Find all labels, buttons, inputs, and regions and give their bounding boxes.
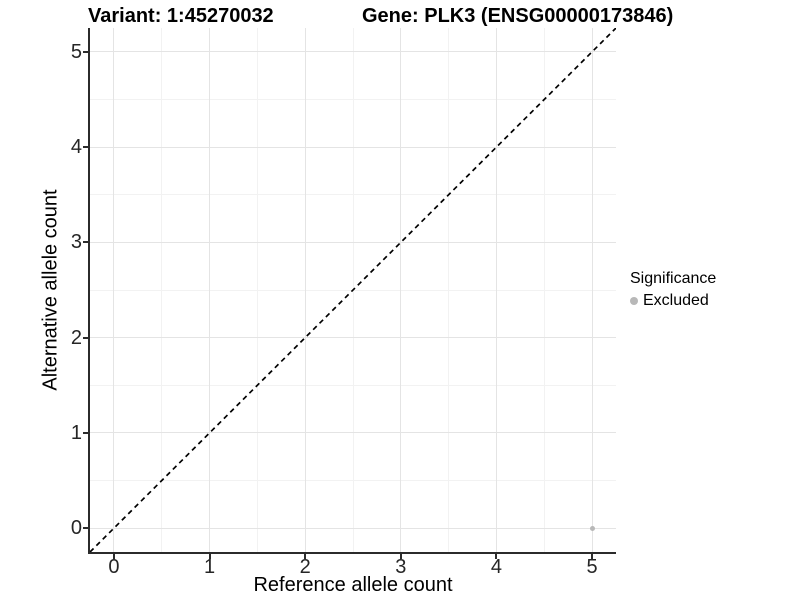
x-major-gridline bbox=[591, 28, 593, 552]
legend: Significance Excluded bbox=[630, 270, 716, 310]
x-tick bbox=[208, 554, 211, 559]
y-minor-gridline bbox=[90, 384, 616, 386]
x-tick bbox=[304, 554, 307, 559]
x-tick-label: 1 bbox=[203, 556, 216, 578]
y-minor-gridline bbox=[90, 480, 616, 482]
y-axis-title: Alternative allele count bbox=[39, 189, 62, 391]
y-tick bbox=[83, 336, 88, 339]
y-tick-label: 5 bbox=[70, 40, 82, 63]
legend-item-excluded: Excluded bbox=[630, 292, 716, 310]
y-major-gridline bbox=[90, 527, 616, 529]
gene-title: Gene: PLK3 (ENSG00000173846) bbox=[362, 5, 674, 27]
x-major-gridline bbox=[495, 28, 497, 552]
y-minor-gridline bbox=[90, 194, 616, 196]
legend-item-label: Excluded bbox=[643, 292, 709, 309]
x-axis-line bbox=[88, 552, 616, 554]
y-tick-label: 1 bbox=[70, 421, 82, 444]
x-tick-label: 3 bbox=[395, 556, 407, 578]
legend-circle-icon bbox=[630, 297, 638, 305]
y-major-gridline bbox=[90, 51, 616, 53]
y-major-gridline bbox=[90, 337, 616, 339]
identity-line bbox=[90, 28, 616, 552]
y-major-gridline bbox=[90, 432, 616, 434]
y-tick bbox=[83, 50, 88, 53]
x-axis-title: Reference allele count bbox=[253, 574, 453, 596]
x-tick bbox=[399, 554, 402, 559]
y-tick-label: 2 bbox=[70, 326, 82, 349]
x-tick bbox=[495, 554, 498, 559]
y-axis-line bbox=[88, 28, 90, 554]
x-major-gridline bbox=[113, 28, 115, 552]
x-tick-label: 2 bbox=[299, 556, 311, 578]
y-tick-label: 4 bbox=[70, 136, 82, 159]
x-major-gridline bbox=[304, 28, 306, 552]
y-tick bbox=[83, 146, 88, 149]
x-tick-label: 0 bbox=[108, 556, 120, 578]
y-minor-gridline bbox=[90, 98, 616, 100]
plot-panel bbox=[90, 28, 616, 552]
x-tick bbox=[591, 554, 594, 559]
x-tick-label: 5 bbox=[586, 556, 598, 578]
x-major-gridline bbox=[209, 28, 211, 552]
variant-title: Variant: 1:45270032 bbox=[88, 5, 274, 27]
y-tick-label: 3 bbox=[70, 231, 82, 254]
data-point bbox=[589, 525, 595, 531]
y-tick bbox=[83, 527, 88, 530]
legend-title: Significance bbox=[630, 270, 717, 287]
y-tick bbox=[83, 241, 88, 244]
y-major-gridline bbox=[90, 241, 616, 243]
x-tick-label: 4 bbox=[490, 556, 503, 578]
x-major-gridline bbox=[400, 28, 402, 552]
y-tick-label: 0 bbox=[70, 517, 82, 540]
y-major-gridline bbox=[90, 146, 616, 148]
y-tick bbox=[83, 431, 88, 434]
x-tick bbox=[112, 554, 115, 559]
